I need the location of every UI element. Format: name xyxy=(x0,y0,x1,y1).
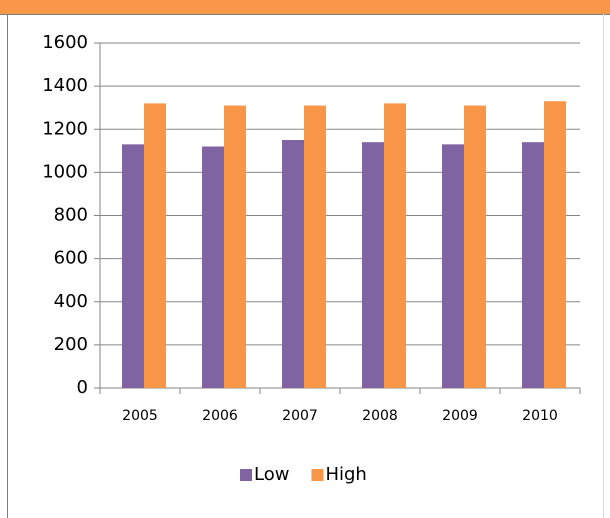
x-tick-label: 2009 xyxy=(442,408,478,424)
bar xyxy=(384,103,406,388)
y-tick-label: 1200 xyxy=(42,118,88,139)
x-tick-label: 2008 xyxy=(362,408,398,424)
bar xyxy=(282,140,304,388)
bar xyxy=(144,103,166,388)
y-tick-label: 1400 xyxy=(42,75,88,96)
y-tick-label: 200 xyxy=(54,334,88,355)
bar xyxy=(464,105,486,388)
y-tick-label: 0 xyxy=(77,377,88,398)
y-tick-label: 1600 xyxy=(42,32,88,53)
x-tick-label: 2005 xyxy=(122,408,158,424)
bar xyxy=(544,101,566,388)
legend-label: High xyxy=(325,464,366,485)
y-tick-label: 400 xyxy=(54,291,88,312)
x-tick-label: 2006 xyxy=(202,408,238,424)
x-tick-label: 2010 xyxy=(522,408,558,424)
bar xyxy=(362,142,384,388)
bar xyxy=(522,142,544,388)
bar xyxy=(224,105,246,388)
window-top-bar xyxy=(0,0,610,14)
y-tick-label: 600 xyxy=(54,248,88,269)
x-tick-label: 2007 xyxy=(282,408,318,424)
y-tick-label: 800 xyxy=(54,205,88,226)
legend-swatch xyxy=(240,469,252,481)
bar xyxy=(122,144,144,388)
legend-swatch xyxy=(311,469,324,481)
bar xyxy=(442,144,464,388)
bar xyxy=(202,146,224,388)
bar xyxy=(304,105,326,388)
y-tick-label: 1000 xyxy=(42,161,88,182)
legend-label: Low xyxy=(254,464,289,485)
